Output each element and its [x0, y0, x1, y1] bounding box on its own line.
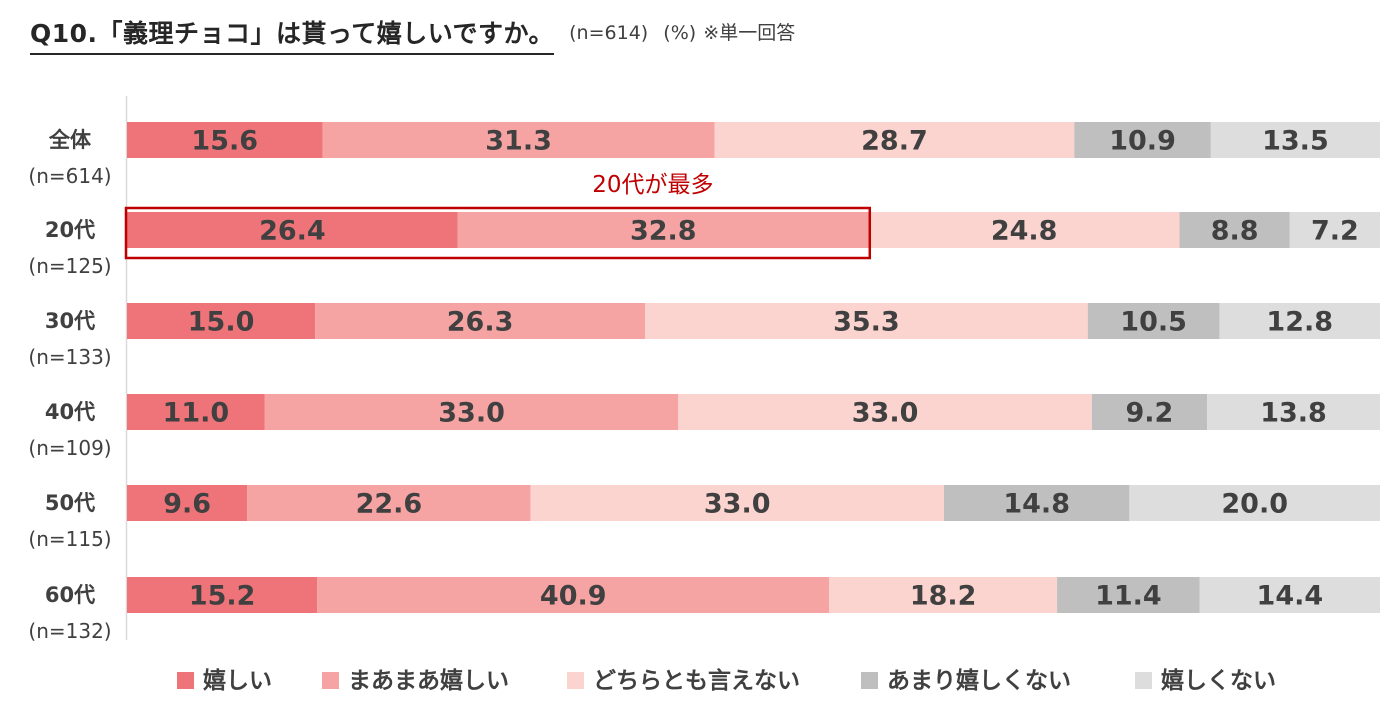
data-label: 10.5 — [1120, 307, 1187, 338]
bar-segment — [1210, 122, 1380, 158]
data-label: 33.0 — [438, 398, 505, 429]
legend-swatch — [177, 672, 194, 689]
data-label: 13.8 — [1260, 398, 1327, 429]
data-label: 33.0 — [852, 398, 919, 429]
bar-segment — [322, 122, 715, 158]
data-label: 26.4 — [259, 216, 326, 247]
chart-title: Q10.「義理チョコ」は貰って嬉しいですか。 — [30, 14, 555, 55]
category-sample-size: (n=115) — [28, 527, 111, 551]
bar-segment — [1091, 394, 1208, 430]
data-label: 35.3 — [833, 307, 900, 338]
data-label: 28.7 — [861, 126, 928, 157]
data-label: 11.0 — [163, 398, 230, 429]
data-label: 26.3 — [447, 307, 514, 338]
bar-segment — [1087, 303, 1220, 339]
data-label: 31.3 — [485, 126, 552, 157]
unit-note: (%) — [663, 22, 697, 44]
bar-segment — [127, 394, 265, 430]
data-label: 13.5 — [1262, 126, 1329, 157]
category-sample-size: (n=125) — [28, 254, 111, 278]
category-sample-size: (n=109) — [28, 436, 111, 460]
legend-label: どちらとも言えない — [593, 667, 800, 694]
bar-segment — [127, 122, 323, 158]
legend-swatch — [861, 672, 878, 689]
category-label: 全体 — [48, 128, 92, 152]
data-label: 7.2 — [1311, 216, 1359, 247]
sample-size-note: (n=614) — [569, 22, 649, 44]
highlight-box — [124, 206, 872, 260]
legend-swatch — [1135, 672, 1152, 689]
data-label: 8.8 — [1211, 216, 1259, 247]
bar-segment — [829, 577, 1058, 613]
category-sample-size: (n=132) — [28, 619, 111, 643]
bar-segment — [247, 485, 531, 521]
bar-segment — [315, 303, 646, 339]
bar-segment — [530, 485, 944, 521]
highlight-annotation: 20代が最多 — [592, 172, 713, 198]
bar-segment — [1179, 212, 1290, 248]
bar-segment — [127, 303, 316, 339]
legend-swatch — [567, 672, 584, 689]
bar-segment — [127, 577, 318, 613]
data-label: 14.8 — [1003, 489, 1070, 520]
data-label: 24.8 — [991, 216, 1058, 247]
bar-segment — [1129, 485, 1380, 521]
category-label: 40代 — [45, 400, 95, 424]
category-label: 60代 — [45, 583, 95, 607]
data-label: 18.2 — [910, 581, 977, 612]
bar-segment — [127, 485, 248, 521]
bar-segment — [457, 212, 869, 248]
data-label: 15.6 — [191, 126, 258, 157]
legend-label: 嬉しくない — [1161, 668, 1276, 694]
data-label: 14.4 — [1257, 581, 1324, 612]
data-label: 20.0 — [1221, 489, 1288, 520]
category-label: 50代 — [45, 491, 95, 515]
bar-segment — [645, 303, 1088, 339]
legend-label: あまり嬉しくない — [887, 668, 1071, 694]
data-label: 12.8 — [1266, 307, 1333, 338]
data-label: 10.9 — [1109, 126, 1176, 157]
bar-segment — [127, 212, 458, 248]
data-label: 15.2 — [189, 581, 256, 612]
data-label: 9.2 — [1126, 398, 1174, 429]
data-label: 11.4 — [1095, 581, 1162, 612]
data-label: 33.0 — [704, 489, 771, 520]
legend-label: まあまあ嬉しい — [348, 668, 509, 694]
data-label: 32.8 — [630, 216, 697, 247]
answer-type-note: ※単一回答 — [703, 22, 796, 44]
legend-label: 嬉しい — [203, 668, 272, 694]
bar-segment — [264, 394, 679, 430]
bar-segment — [868, 212, 1180, 248]
category-sample-size: (n=614) — [28, 164, 111, 188]
category-label: 20代 — [45, 218, 95, 242]
bar-segment — [1219, 303, 1380, 339]
legend-swatch — [322, 672, 339, 689]
bar-segment — [1199, 577, 1380, 613]
bar-segment — [1289, 212, 1380, 248]
data-label: 22.6 — [356, 489, 423, 520]
bar-segment — [678, 394, 1092, 430]
bar-segment — [1057, 577, 1200, 613]
bar-segment — [943, 485, 1130, 521]
category-label: 30代 — [45, 309, 95, 333]
bar-segment — [714, 122, 1075, 158]
chart-header: Q10.「義理チョコ」は貰って嬉しいですか。 (n=614) (%) ※単一回答 — [30, 14, 795, 55]
data-label: 40.9 — [540, 581, 607, 612]
bar-segment — [317, 577, 830, 613]
bar-segment — [1074, 122, 1211, 158]
data-label: 9.6 — [163, 489, 211, 520]
bar-segment — [1207, 394, 1380, 430]
data-label: 15.0 — [188, 307, 255, 338]
category-sample-size: (n=133) — [28, 345, 111, 369]
